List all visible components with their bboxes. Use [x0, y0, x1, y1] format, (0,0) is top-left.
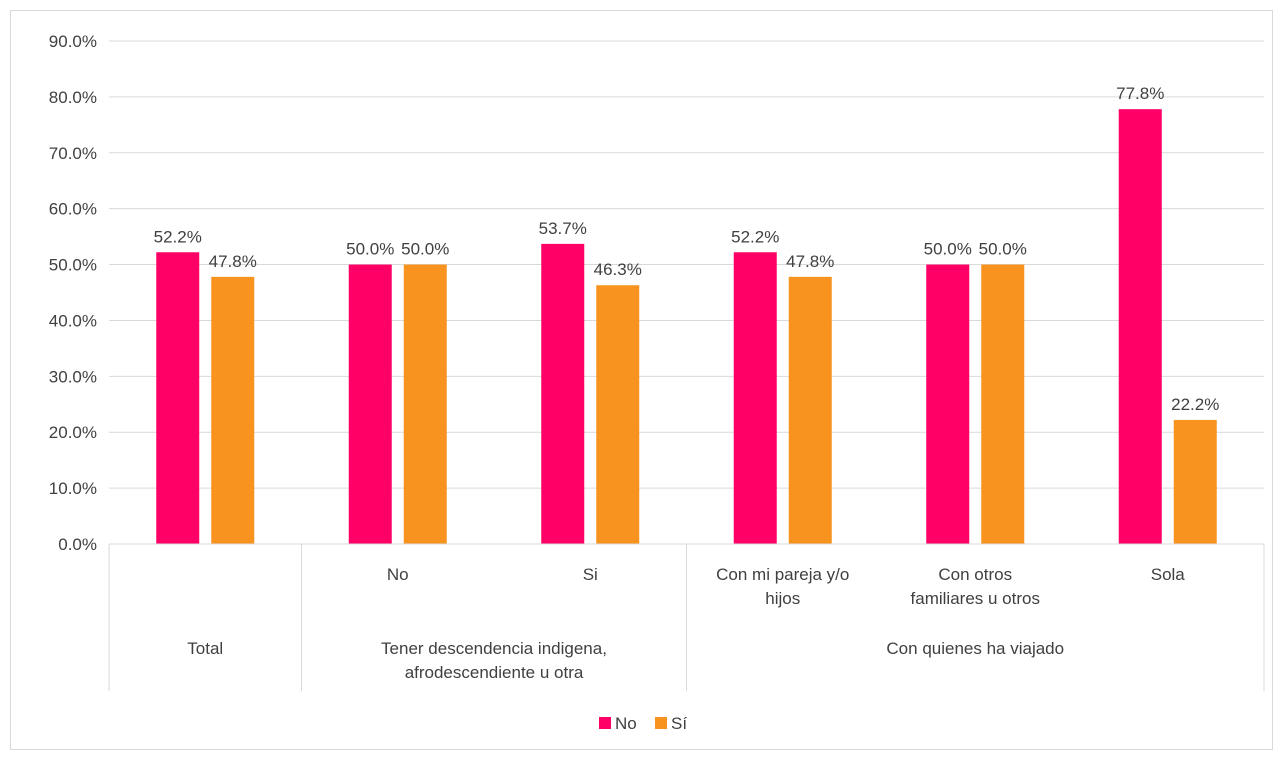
y-tick-label: 90.0% — [49, 32, 97, 51]
y-tick-label: 50.0% — [49, 256, 97, 275]
data-label: 52.2% — [154, 227, 202, 246]
y-tick-label: 80.0% — [49, 88, 97, 107]
bar-no — [156, 252, 200, 544]
bar-no — [733, 252, 777, 544]
bar-chart: 0.0% 10.0% 20.0% 30.0% 40.0% 50.0% 60.0% 70.0% 8… — [49, 32, 1265, 733]
y-tick-label: 60.0% — [49, 200, 97, 219]
y-axis-ticks: 0.0% 10.0% 20.0% 30.0% 40.0% 50.0% 60.0% 70.0% 8… — [49, 32, 97, 554]
bar-si — [403, 264, 447, 544]
bar-si — [596, 285, 640, 544]
bar-si — [788, 276, 832, 544]
y-tick-label: 70.0% — [49, 144, 97, 163]
legend-label: Sí — [671, 714, 687, 733]
x-category-label: hijos — [765, 589, 800, 608]
data-labels: 52.2% 50.0% 53.7% 52.2% 50.0% 77.8% 47.8% 50.0%… — [154, 84, 1220, 414]
data-label: 50.0% — [401, 240, 449, 259]
y-tick-label: 10.0% — [49, 479, 97, 498]
legend-swatch — [655, 717, 667, 729]
data-label: 50.0% — [979, 240, 1027, 259]
legend: No Sí — [599, 714, 687, 733]
data-label: 52.2% — [731, 227, 779, 246]
y-tick-label: 20.0% — [49, 423, 97, 442]
bar-no — [348, 264, 392, 544]
data-label: 47.8% — [786, 252, 834, 271]
x-category-label: Sola — [1151, 565, 1186, 584]
bar-no — [541, 243, 585, 545]
x-axis: Total No Si Tener descendencia indigena, afr… — [108, 543, 1265, 691]
data-label: 77.8% — [1116, 84, 1164, 103]
bars — [156, 109, 1217, 545]
x-group-label: Con quienes ha viajado — [886, 639, 1064, 658]
data-label: 50.0% — [346, 240, 394, 259]
x-category-label: Con mi pareja y/o — [716, 565, 849, 584]
x-category-label: No — [387, 565, 409, 584]
bar-si — [211, 276, 255, 544]
bar-si — [1173, 419, 1217, 544]
x-group-label: Tener descendencia indigena, — [381, 639, 607, 658]
data-label: 50.0% — [924, 240, 972, 259]
legend-label: No — [615, 714, 637, 733]
chart-container: 0.0% 10.0% 20.0% 30.0% 40.0% 50.0% 60.0% 70.0% 8… — [10, 10, 1273, 750]
y-tick-label: 30.0% — [49, 367, 97, 386]
gridlines — [109, 40, 1264, 489]
x-group-label: Total — [187, 639, 223, 658]
data-label: 46.3% — [594, 260, 642, 279]
y-tick-label: 0.0% — [58, 535, 97, 554]
bar-no — [926, 264, 970, 544]
bar-si — [981, 264, 1025, 544]
x-category-label: Si — [583, 565, 598, 584]
x-category-label: familiares u otros — [911, 589, 1040, 608]
bar-no — [1118, 109, 1162, 544]
legend-swatch — [599, 717, 611, 729]
data-label: 22.2% — [1171, 395, 1219, 414]
y-tick-label: 40.0% — [49, 311, 97, 330]
x-category-label: Con otros — [938, 565, 1012, 584]
x-group-label: afrodescendiente u otra — [405, 663, 584, 682]
data-label: 53.7% — [539, 219, 587, 238]
data-label: 47.8% — [209, 252, 257, 271]
